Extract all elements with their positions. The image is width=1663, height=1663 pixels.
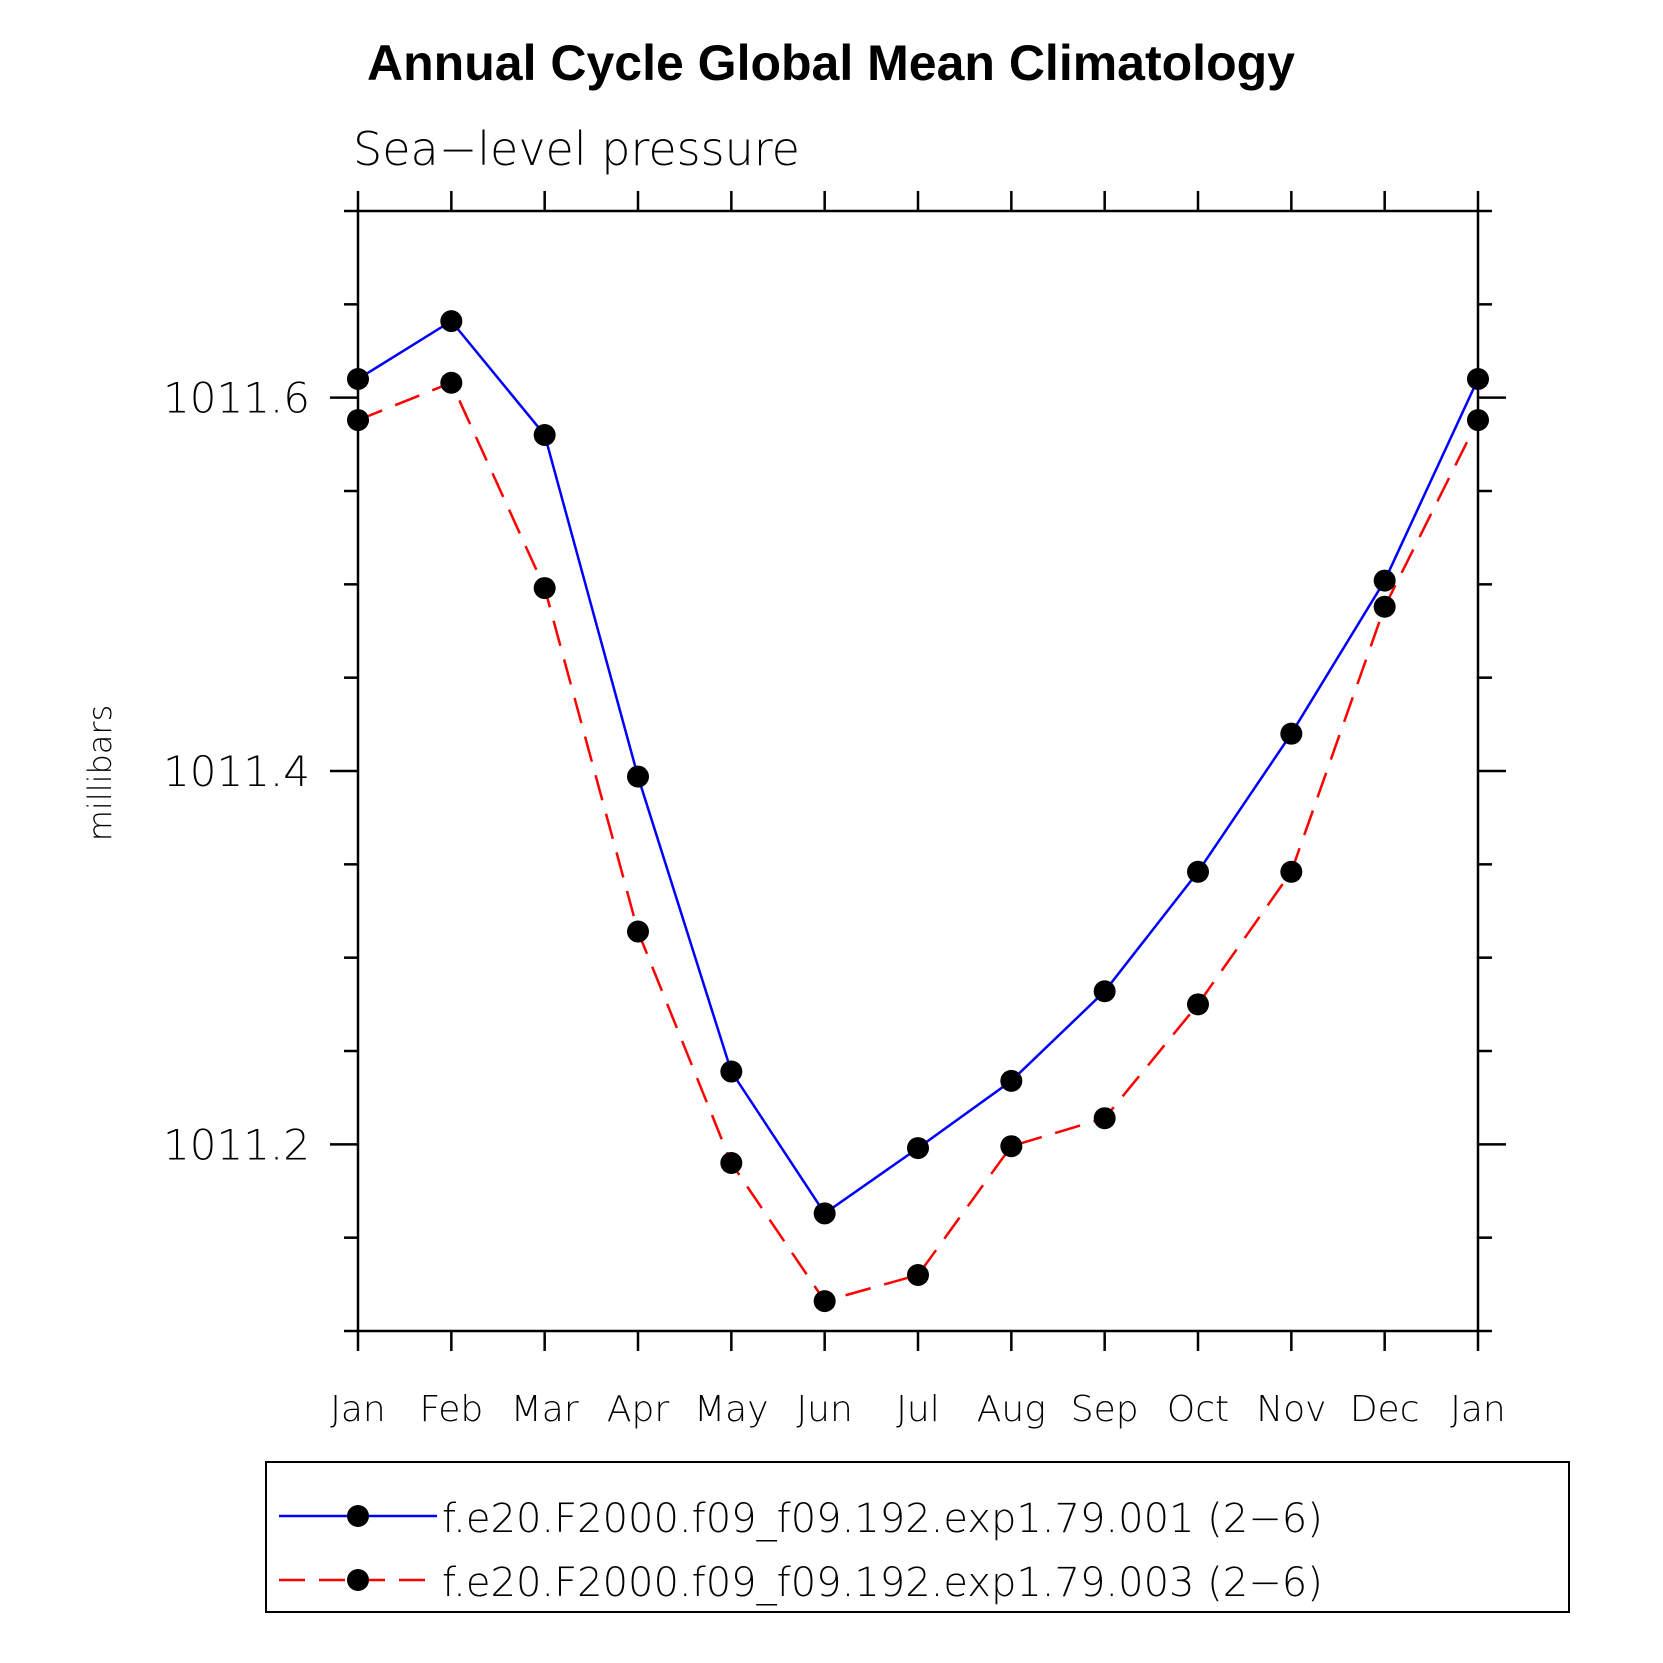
x-tick-label: Oct bbox=[1167, 1389, 1229, 1430]
x-tick-label: Aug bbox=[977, 1389, 1046, 1430]
x-tick-label: Jan bbox=[1450, 1389, 1506, 1430]
series-1-point bbox=[1187, 860, 1209, 883]
legend-box bbox=[265, 1461, 1570, 1613]
series-1-point bbox=[720, 1060, 743, 1083]
series-2-point bbox=[1187, 993, 1209, 1016]
series-2-point bbox=[533, 577, 556, 600]
series-1-point bbox=[1467, 368, 1489, 390]
series-1-point bbox=[1000, 1069, 1023, 1092]
series-2-point bbox=[1000, 1135, 1023, 1158]
series-line-2 bbox=[357, 381, 1480, 1303]
x-tick-labels: Jan Feb Mar Apr May Jun Jul Aug Sep Oct Nov Dec Jan bbox=[330, 1389, 1506, 1430]
series-1-point bbox=[533, 424, 556, 446]
legend-label-2: f.e20.F2000.f09_f09.192.exp1.79.003 (2−6… bbox=[442, 1560, 1323, 1606]
series-line-1 bbox=[357, 319, 1480, 1216]
series-2-point bbox=[720, 1152, 743, 1174]
series-2-point bbox=[1373, 595, 1396, 618]
y-tick-labels: 1011.2 1011.4 1011.6 bbox=[163, 374, 310, 1170]
y-tick-label: 1011.6 bbox=[163, 374, 310, 423]
plot-frame bbox=[356, 209, 1480, 1333]
axis-ticks bbox=[330, 191, 1506, 1351]
series-1-point bbox=[813, 1202, 836, 1225]
series-1-point bbox=[347, 368, 369, 390]
series-2-point bbox=[440, 371, 463, 394]
series-1-point bbox=[1373, 569, 1396, 592]
y-tick-label: 1011.2 bbox=[163, 1120, 310, 1169]
series-1-point bbox=[440, 310, 463, 333]
series-2-point bbox=[347, 409, 369, 432]
x-tick-label: Jun bbox=[797, 1389, 853, 1430]
x-tick-label: Feb bbox=[419, 1389, 483, 1430]
series-2-point bbox=[1280, 860, 1303, 883]
x-tick-label: Sep bbox=[1071, 1389, 1139, 1430]
series-2-point bbox=[907, 1264, 929, 1286]
chart-title: Annual Cycle Global Mean Climatology bbox=[367, 35, 1295, 91]
series-1-point bbox=[1280, 722, 1303, 745]
legend: f.e20.F2000.f09_f09.192.exp1.79.001 (2−6… bbox=[279, 1496, 1323, 1606]
legend-label-1: f.e20.F2000.f09_f09.192.exp1.79.001 (2−6… bbox=[442, 1496, 1323, 1542]
x-tick-label: Jul bbox=[896, 1389, 939, 1430]
chart-subtitle: Sea−level pressure bbox=[353, 122, 800, 176]
series-2-point bbox=[813, 1290, 836, 1313]
x-tick-label: Mar bbox=[511, 1389, 579, 1430]
legend-marker-1 bbox=[347, 1505, 369, 1527]
x-tick-label: Nov bbox=[1256, 1389, 1326, 1430]
series-layer bbox=[347, 310, 1489, 1313]
y-axis-label: millibars bbox=[81, 705, 119, 841]
y-tick-label: 1011.4 bbox=[163, 747, 310, 796]
x-tick-label: Dec bbox=[1350, 1389, 1420, 1430]
series-1-point bbox=[1093, 980, 1116, 1003]
legend-marker-2 bbox=[347, 1569, 369, 1591]
x-tick-label: May bbox=[694, 1389, 768, 1430]
series-1-point bbox=[907, 1137, 929, 1160]
x-tick-label: Jan bbox=[330, 1389, 386, 1430]
series-1-point bbox=[627, 765, 649, 788]
series-2-point bbox=[1093, 1107, 1116, 1130]
series-2-point bbox=[1467, 409, 1489, 432]
series-2-point bbox=[627, 920, 649, 943]
x-tick-label: Apr bbox=[607, 1389, 669, 1430]
